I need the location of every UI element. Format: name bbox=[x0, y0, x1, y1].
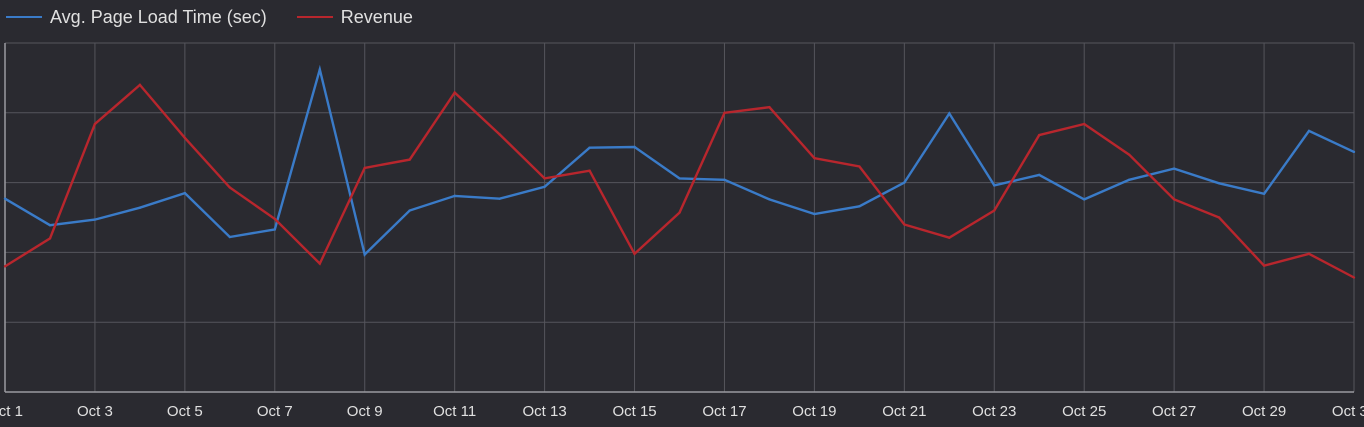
data-point bbox=[903, 223, 906, 226]
x-tick-label: Oct 29 bbox=[1242, 403, 1286, 420]
x-tick-label: Oct 27 bbox=[1152, 403, 1196, 420]
x-tick-label: Oct 7 bbox=[257, 403, 293, 420]
data-point bbox=[768, 106, 771, 109]
data-point bbox=[813, 212, 816, 216]
x-tick-label: Oct 3 bbox=[77, 403, 113, 420]
data-point bbox=[1217, 182, 1221, 185]
data-point bbox=[633, 252, 636, 255]
data-point bbox=[3, 265, 7, 268]
data-point bbox=[678, 177, 681, 180]
legend-swatch-revenue bbox=[296, 16, 333, 18]
data-point bbox=[138, 206, 142, 209]
data-point bbox=[1352, 150, 1356, 154]
data-point bbox=[3, 197, 7, 200]
series-line-revenue bbox=[4, 83, 1355, 279]
data-point bbox=[1352, 276, 1356, 279]
data-point bbox=[453, 194, 456, 198]
x-tick-label: Oct 25 bbox=[1062, 403, 1106, 420]
data-point bbox=[543, 185, 546, 188]
data-point bbox=[1083, 198, 1086, 201]
data-point bbox=[1038, 133, 1041, 137]
data-point bbox=[588, 146, 591, 149]
data-point bbox=[993, 209, 996, 212]
data-point bbox=[363, 166, 366, 170]
data-point bbox=[273, 217, 276, 221]
legend-swatch-page-load-time bbox=[6, 16, 42, 18]
x-tick-label: Oct 17 bbox=[702, 403, 746, 420]
data-point bbox=[138, 83, 142, 87]
data-point bbox=[93, 122, 97, 126]
data-point bbox=[273, 228, 276, 231]
data-point bbox=[408, 158, 411, 161]
x-tick-label: Oct 15 bbox=[612, 403, 656, 420]
x-tick-label: Oct 19 bbox=[792, 403, 836, 420]
data-point bbox=[183, 191, 187, 195]
data-point bbox=[318, 68, 321, 71]
data-point bbox=[1217, 216, 1221, 219]
data-point bbox=[948, 112, 951, 115]
x-tick-label: Oct 5 bbox=[167, 403, 203, 420]
x-tick-label: Oct 11 bbox=[433, 403, 476, 420]
data-point bbox=[363, 253, 366, 256]
data-point bbox=[723, 111, 726, 115]
x-tick-label: Oct 13 bbox=[523, 403, 567, 420]
data-point bbox=[48, 223, 52, 227]
data-point bbox=[768, 198, 771, 201]
data-point bbox=[858, 205, 861, 208]
data-point bbox=[948, 236, 951, 239]
data-point bbox=[318, 262, 321, 265]
data-point bbox=[1083, 122, 1086, 126]
data-point bbox=[813, 156, 816, 160]
x-tick-label: Oct 31 bbox=[1332, 403, 1364, 420]
data-point bbox=[1307, 129, 1311, 133]
x-tick-label: Oct 21 bbox=[882, 403, 926, 420]
data-point bbox=[498, 197, 501, 200]
data-point bbox=[633, 145, 636, 149]
x-tick-label: Oct 23 bbox=[972, 403, 1016, 420]
legend-item-revenue[interactable]: Revenue bbox=[296, 6, 413, 28]
data-point bbox=[1172, 198, 1176, 201]
data-point bbox=[498, 133, 501, 136]
data-point bbox=[723, 178, 726, 182]
data-point bbox=[993, 184, 996, 187]
x-tick-label: Oct 1 bbox=[0, 403, 23, 420]
legend-label-revenue: Revenue bbox=[340, 6, 413, 27]
data-point bbox=[903, 181, 906, 184]
legend-item-page-load-time[interactable]: Avg. Page Load Time (sec) bbox=[6, 7, 267, 28]
data-point bbox=[1262, 264, 1266, 267]
chart-legend: Avg. Page Load Time (sec) Revenue bbox=[0, 0, 413, 34]
data-point bbox=[1038, 173, 1041, 177]
data-point bbox=[858, 165, 861, 168]
data-point bbox=[93, 218, 97, 221]
data-point bbox=[48, 237, 52, 240]
data-point bbox=[1307, 252, 1311, 255]
legend-label-page-load-time: Avg. Page Load Time (sec) bbox=[50, 6, 267, 27]
data-point bbox=[183, 136, 187, 140]
data-point bbox=[1172, 167, 1176, 170]
data-point bbox=[1127, 178, 1131, 182]
data-point bbox=[543, 177, 546, 180]
data-point bbox=[1127, 153, 1131, 156]
data-point bbox=[228, 186, 232, 189]
data-point bbox=[678, 211, 681, 214]
x-tick-label: Oct 9 bbox=[347, 403, 383, 420]
data-point bbox=[453, 91, 456, 94]
data-point bbox=[588, 169, 591, 172]
data-point bbox=[228, 235, 232, 239]
data-point bbox=[408, 209, 411, 212]
data-point bbox=[1262, 192, 1266, 195]
